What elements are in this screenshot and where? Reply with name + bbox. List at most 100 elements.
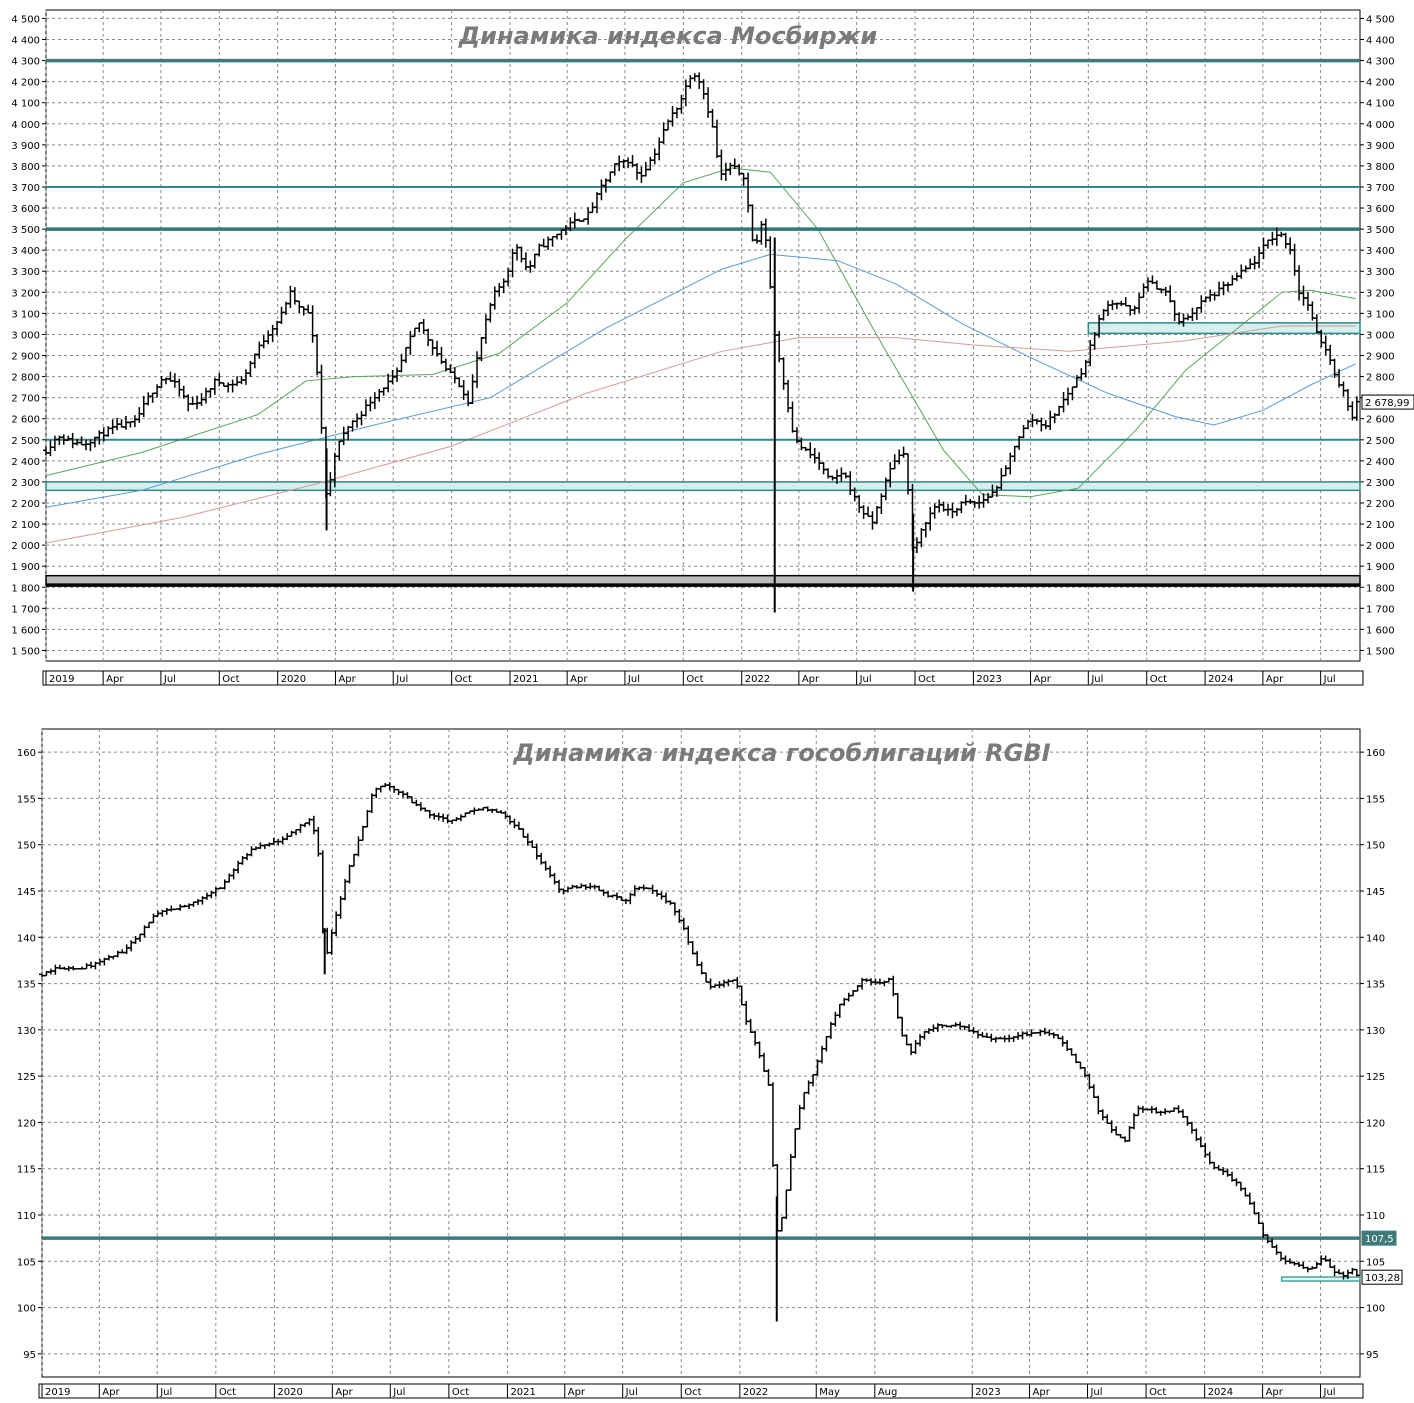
x-tick-label: Oct [219,1387,236,1398]
y-tick-label: 95 [1366,1350,1379,1361]
y-tick-label: 2 000 [11,541,40,552]
x-tick-label: Oct [918,674,935,685]
ohlc-bar [722,162,729,181]
ohlc-bar [927,506,934,531]
ohlc-bar [150,913,157,924]
ohlc-bar [1304,292,1311,311]
x-tick-label: 2021 [513,674,538,685]
ohlc-bar [558,229,565,240]
ohlc-bar [691,73,698,81]
ohlc-bar [564,886,571,893]
y-tick-label: 100 [17,1304,36,1315]
support-zone [1087,322,1361,335]
ohlc-bar [949,502,956,519]
ohlc-bar [1229,275,1236,286]
ohlc-bar [242,369,249,385]
ohlc-bar [1282,232,1289,249]
y-tick-label: 2 800 [11,373,40,384]
y-tick-label: 3 300 [1366,267,1395,278]
ohlc-bar [176,378,183,397]
ohlc-bar [354,413,361,428]
x-tick-label: 2019 [45,1387,70,1398]
ohlc-bar [1255,1212,1262,1225]
ohlc-bar [1108,1120,1115,1134]
x-tick-label: Jul [1323,674,1336,685]
y-tick-label: 2 200 [1366,499,1395,510]
y-tick-label: 2 400 [1366,457,1395,468]
y-tick-label: 125 [17,1072,36,1083]
x-tick-label: Oct [684,1387,701,1398]
x-tick-label: Apr [568,1387,586,1398]
ohlc-bar [749,204,756,242]
ohlc-bar [671,902,678,916]
ohlc-bar [1046,1029,1053,1037]
ohlc-bar [514,243,521,261]
ohlc-bar [416,322,423,333]
y-tick-label: 1 700 [1366,604,1395,615]
y-tick-label: 130 [17,1026,36,1037]
last-value-box [1361,394,1414,410]
ohlc-bar [256,341,263,359]
y-tick-label: 2 900 [11,352,40,363]
ohlc-bar [145,921,152,929]
x-tick-label: Oct [1149,1387,1166,1398]
ohlc-bar [123,944,130,955]
ohlc-bar [234,376,241,386]
x-tick-label: Jul [163,674,176,685]
ohlc-bar [269,324,276,343]
ohlc-bar [279,836,286,845]
ohlc-bar [1300,285,1307,306]
ohlc-bar [931,503,938,519]
chart-title: Динамика индекса Мосбиржи [458,22,878,50]
ohlc-bar [408,796,415,804]
ohlc-bar [865,506,872,518]
ohlc-bar [444,814,451,824]
y-tick-label: 3 400 [11,246,40,257]
ohlc-bar [918,528,925,548]
y-tick-label: 3 000 [11,330,40,341]
support-zone [1280,1276,1361,1282]
y-tick-label: 3 600 [11,204,40,215]
ohlc-bar [1041,1027,1048,1035]
ohlc-bar [1202,1143,1209,1158]
y-tick-label: 3 300 [11,267,40,278]
y-tick-label: 3 200 [1366,288,1395,299]
y-tick-label: 120 [17,1118,36,1129]
ohlc-bar [1135,1105,1142,1117]
ohlc-bar [359,825,366,842]
ohlc-bar [248,846,255,857]
ohlc-bar [420,318,427,335]
ohlc-bar [549,235,556,247]
ohlc-bar [500,278,507,294]
y-tick-label: 110 [1366,1211,1385,1222]
ohlc-bar [469,374,476,405]
level-value-box-label: 107,5 [1365,1234,1394,1245]
ohlc-bar [346,864,353,884]
ohlc-bar [171,373,178,388]
ohlc-bar [694,951,701,967]
y-tick-label: 1 900 [1366,562,1395,573]
ohlc-bar [745,172,752,213]
moving-average-line [45,325,1356,544]
x-tick-label: Apr [1033,1387,1051,1398]
ohlc-bar [556,879,563,893]
x-tick-label: 2021 [510,1387,535,1398]
ohlc-bar [1122,297,1129,307]
y-tick-label: 2 700 [11,394,40,405]
y-tick-label: 3 000 [1366,330,1395,341]
last-value-box-label: 2 678,99 [1365,398,1410,409]
ohlc-bar [309,305,316,343]
ohlc-bar [1237,1181,1244,1192]
ohlc-bar [820,461,827,475]
ohlc-bar [158,376,165,388]
x-tick-label: Jul [395,674,408,685]
x-tick-label: Jul [859,674,872,685]
ohlc-bar [925,1028,932,1034]
ohlc-bar [1264,239,1271,249]
y-tick-label: 3 700 [1366,183,1395,194]
ohlc-bar [660,122,667,145]
ohlc-bar [287,285,294,308]
ohlc-bar [842,472,849,479]
moving-average-line [45,253,1356,508]
x-tick-label: Jul [392,1387,405,1398]
